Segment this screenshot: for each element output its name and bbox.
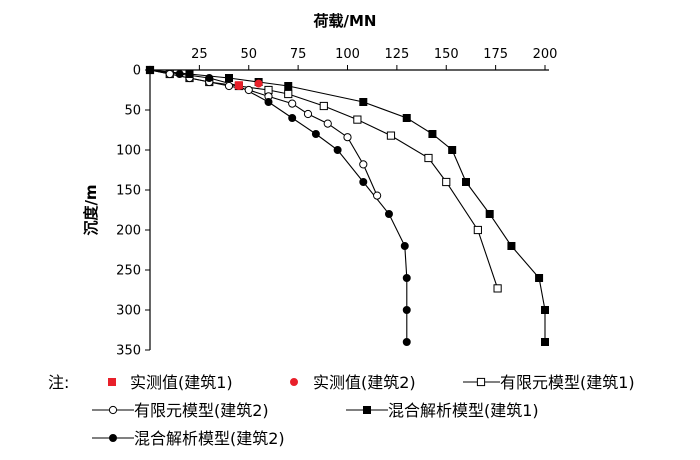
legend-label-5: 混合解析模型(建筑2)	[134, 429, 285, 448]
data-point-s5-p2	[205, 74, 214, 83]
data-point-s2-p12	[473, 225, 482, 235]
data-point-s5-p6	[311, 129, 320, 138]
y-tick-label: 350	[116, 344, 141, 359]
plot-area	[145, 65, 550, 346]
x-tick-label: 100	[335, 47, 360, 62]
data-point-s2-p10	[424, 153, 433, 163]
data-point-s5-p5	[288, 114, 297, 123]
x-tick-label: 125	[384, 47, 409, 62]
x-tick-label: 175	[483, 47, 508, 62]
data-point-s3-p1	[165, 69, 174, 79]
axes-group: 25 50 75 100 125 150 175 200 0 50 100 150 200 250 300 3…	[82, 12, 557, 359]
data-point-s2-p11	[442, 177, 451, 187]
data-point-s4-p10	[485, 209, 494, 218]
x-tick-label: 25	[191, 47, 208, 62]
data-point-s5-p0	[145, 66, 154, 75]
data-point-s1-p0	[234, 82, 243, 91]
data-point-s4-p1	[185, 70, 194, 79]
legend-label-0: 实测值(建筑1)	[130, 373, 233, 392]
x-tick-label: 150	[434, 47, 459, 62]
data-point-s5-p7	[333, 145, 342, 154]
data-point-s5-p4	[264, 98, 273, 107]
data-point-s3-p5	[244, 85, 253, 95]
legend-marker-1	[289, 377, 298, 386]
data-point-s3-p8	[303, 109, 313, 119]
y-tick-label: 50	[124, 104, 141, 119]
legend-label-3: 有限元模型(建筑2)	[134, 401, 269, 420]
legend: 注: 实测值(建筑1) 实测值(建筑2) 有限元模型(建筑1) 有限元模型(建筑2) 混合…	[48, 373, 635, 448]
data-point-s4-p4	[284, 82, 293, 91]
data-point-s4-p12	[535, 273, 544, 282]
data-point-s4-p9	[461, 177, 470, 186]
data-point-s5-p9	[384, 209, 393, 218]
data-point-s5-p10	[400, 241, 409, 250]
legend-marker-5	[109, 433, 118, 442]
data-point-s5-p8	[359, 177, 368, 186]
x-tick-label: 50	[240, 47, 257, 62]
x-tick-label: 200	[533, 47, 558, 62]
data-point-s5-p11	[402, 273, 411, 282]
y-tick-label: 100	[116, 144, 141, 159]
x-tick-label: 75	[290, 47, 307, 62]
data-point-s4-p5	[359, 98, 368, 107]
legend-prefix: 注:	[48, 373, 69, 392]
data-point-s3-p7	[288, 99, 297, 108]
legend-marker-0	[108, 377, 117, 386]
data-point-s2-p6	[284, 89, 293, 99]
data-point-s2-p7	[319, 101, 328, 111]
y-axis-title: 沉度/m	[82, 184, 100, 235]
y-tick-label: 150	[116, 184, 141, 199]
data-point-s4-p7	[428, 129, 437, 138]
data-point-s4-p8	[448, 145, 457, 154]
data-point-s3-p12	[373, 191, 382, 200]
data-point-s4-p11	[507, 241, 516, 250]
data-point-s5-p12	[402, 305, 411, 314]
data-point-s3-p4	[224, 81, 234, 91]
data-point-s4-p2	[224, 74, 233, 83]
legend-label-2: 有限元模型(建筑1)	[500, 373, 635, 392]
series-line-5	[149, 69, 408, 342]
legend-marker-4	[362, 405, 371, 414]
data-point-s3-p11	[359, 160, 368, 169]
data-point-s3-p9	[323, 119, 332, 128]
x-axis-title: 荷载/MN	[314, 12, 377, 30]
data-point-s2-p8	[353, 115, 362, 124]
y-tick-label: 300	[116, 304, 141, 319]
legend-label-4: 混合解析模型(建筑1)	[388, 401, 539, 420]
data-point-s5-p13	[402, 337, 411, 346]
data-point-s3-p10	[343, 133, 352, 142]
legend-label-1: 实测值(建筑2)	[313, 373, 416, 392]
data-point-s4-p14	[541, 337, 550, 346]
data-point-s2-p13	[493, 284, 502, 293]
data-point-s4-p13	[541, 305, 550, 314]
legend-marker-2	[476, 377, 486, 387]
legend-marker-3	[108, 405, 118, 415]
y-tick-label: 250	[116, 264, 141, 279]
y-tick-label: 0	[133, 64, 141, 79]
data-point-s4-p6	[402, 114, 411, 123]
y-tick-label: 200	[116, 224, 141, 239]
series-line-4	[149, 69, 546, 342]
data-point-s5-p1	[175, 70, 184, 79]
data-point-s1-p1	[254, 79, 263, 88]
data-point-s2-p9	[386, 131, 396, 140]
